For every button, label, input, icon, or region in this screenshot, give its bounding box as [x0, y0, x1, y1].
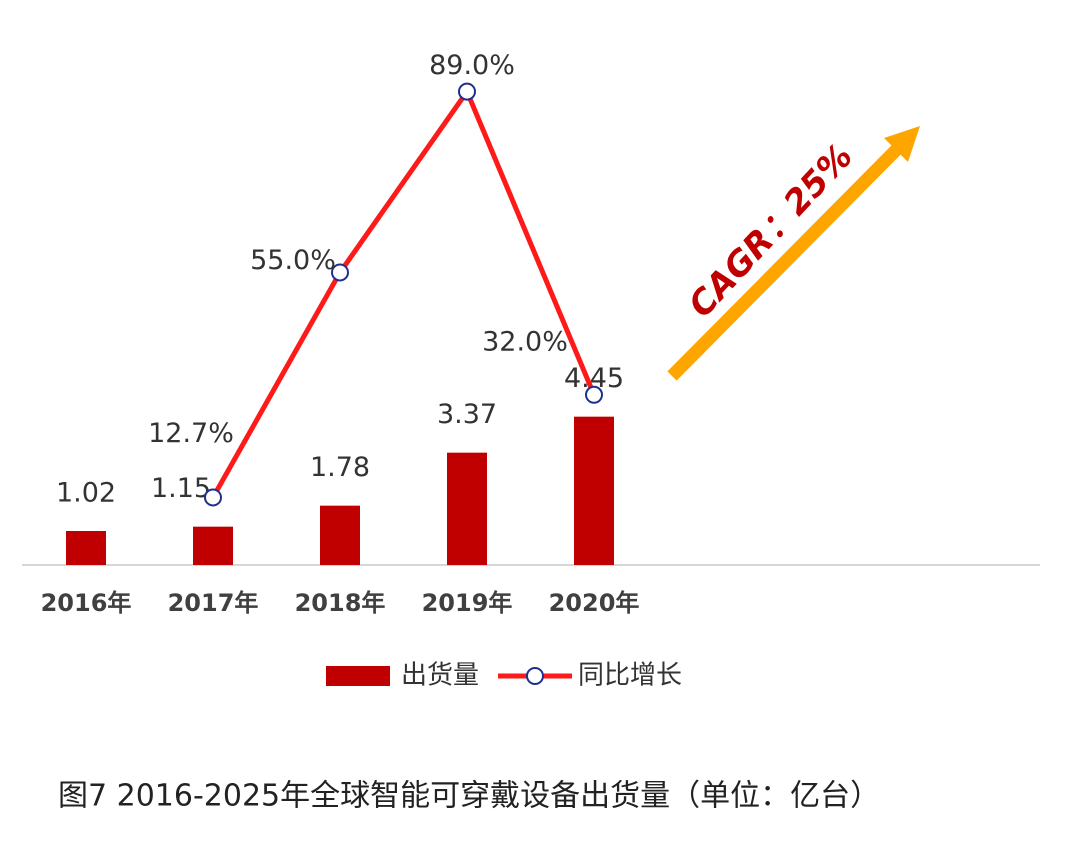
legend-marker — [526, 667, 544, 685]
data-label: 3.37 — [437, 399, 497, 430]
annotation: CAGR：25% — [681, 137, 861, 326]
bar — [193, 526, 233, 565]
data-label: 89.0% — [429, 50, 515, 81]
line-marker — [458, 82, 476, 101]
data-label: 1.78 — [310, 452, 370, 483]
line-marker — [585, 385, 603, 404]
arrow-shaft — [667, 141, 905, 381]
x-tick-label: 2020年 — [549, 589, 640, 617]
bar — [574, 416, 614, 565]
data-label: 1.02 — [56, 478, 116, 509]
legend-label: 同比增长 — [578, 661, 682, 691]
arrow-head — [884, 126, 920, 162]
bar — [66, 531, 106, 565]
data-label: 1.15 — [151, 473, 211, 504]
chart-title: 图7 2016-2025年全球智能可穿戴设备出货量（单位：亿台） — [58, 779, 880, 814]
x-tick-label: 2017年 — [168, 589, 259, 617]
line-marker — [204, 488, 222, 507]
legend-label: 出货量 — [401, 661, 479, 691]
data-label: 12.7% — [148, 418, 234, 449]
x-tick-label: 2018年 — [295, 589, 386, 617]
line — [210, 89, 597, 499]
line-marker — [331, 263, 349, 282]
legend-swatch — [326, 666, 390, 686]
data-label: 55.0% — [250, 245, 336, 276]
cagr-arrow — [667, 126, 920, 381]
x-tick-label: 2019年 — [422, 589, 513, 617]
data-label: 32.0% — [482, 326, 568, 357]
x-tick-label: 2016年 — [41, 589, 132, 617]
bar — [320, 505, 360, 565]
bar — [447, 452, 487, 565]
